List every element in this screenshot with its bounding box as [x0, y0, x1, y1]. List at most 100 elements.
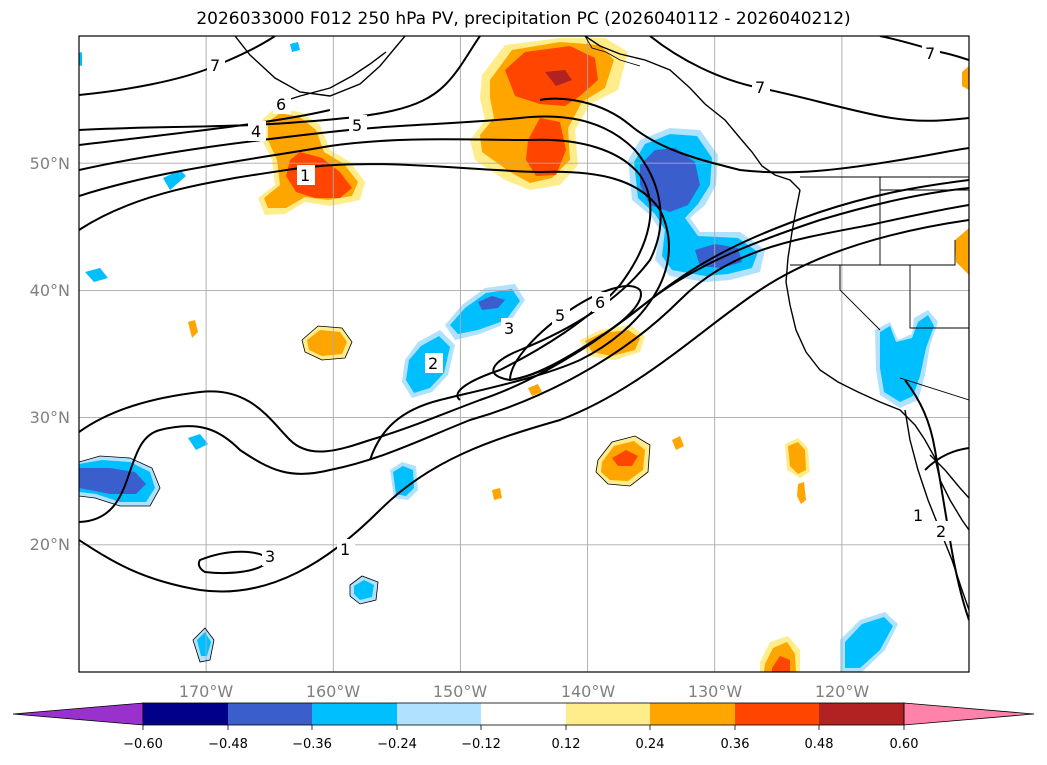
precip-outlines	[79, 325, 651, 663]
border-state	[790, 240, 956, 266]
lon-tick-label: 170°W	[179, 682, 234, 701]
border-state	[839, 265, 881, 331]
pv-contour-7d	[649, 36, 969, 122]
pv-contour-7c	[79, 36, 276, 96]
precip-blob-small	[528, 384, 542, 396]
pv-label: 5	[555, 306, 565, 325]
precip-blob-small	[307, 330, 347, 356]
lon-tick-label: 140°W	[561, 682, 616, 701]
pv-label: 7	[925, 44, 935, 63]
pv-contour-east	[904, 379, 969, 621]
colorbar-segment	[397, 703, 481, 725]
precip-blob-small	[672, 436, 684, 450]
colorbar-label: −0.12	[461, 737, 501, 752]
coastline-baja	[904, 409, 969, 611]
pv-label: 6	[276, 95, 286, 114]
colorbar-segment	[312, 703, 397, 725]
colorbar-label: −0.24	[377, 737, 417, 752]
precip-blob-small	[612, 450, 638, 466]
precip-blob-small	[492, 488, 502, 500]
pv-label: 3	[265, 547, 275, 566]
colorbar-segment	[143, 703, 228, 725]
colorbar-label: 0.12	[552, 737, 581, 752]
precip-blob-negative-small	[79, 52, 82, 66]
lon-tick-label: 120°W	[815, 682, 870, 701]
pv-label: 1	[913, 506, 923, 525]
pv-label: 2	[428, 354, 438, 373]
pv-contour-8	[539, 97, 969, 174]
precip-blob-negative-small	[880, 315, 934, 402]
colorbar-frame	[142, 702, 905, 726]
pv-label: 4	[251, 122, 261, 141]
colorbar: −0.60 −0.48 −0.36 −0.24 −0.12 0.12 0.24 …	[12, 702, 1035, 752]
colorbar-label: −0.48	[208, 737, 248, 752]
precip-blob-negative-small	[197, 632, 211, 656]
lat-tick-label: 50°N	[30, 154, 70, 173]
pv-contour-2	[79, 204, 969, 523]
border-state	[909, 265, 969, 329]
pv-label: 7	[755, 78, 765, 97]
pv-contour-6	[79, 115, 969, 382]
lon-tick-label: 150°W	[433, 682, 488, 701]
colorbar-extend-high	[903, 702, 1035, 726]
precip-blob-negative-central	[393, 466, 414, 496]
pv-label: 7	[210, 56, 220, 75]
pv-label: 5	[352, 116, 362, 135]
pv-label: 3	[504, 319, 514, 338]
border-state	[879, 177, 969, 191]
pv-label: 1	[300, 166, 310, 185]
lat-tick-labels: 50°N 40°N 30°N 20°N	[30, 154, 70, 554]
pv-contour-5	[79, 138, 652, 401]
precip-blob-negative-small	[188, 434, 208, 450]
precip-blob-negative-nw	[640, 148, 700, 212]
colorbar-segment	[566, 703, 650, 725]
coastline-alaska	[234, 36, 406, 97]
precip-blob-small	[788, 442, 806, 474]
precip-blob-gulf-alaska	[526, 118, 566, 176]
precip-blob-gulf-alaska	[545, 70, 572, 86]
border-us-mexico	[899, 377, 969, 401]
colorbar-label: 0.60	[890, 737, 919, 752]
plot-frame	[78, 35, 970, 673]
pv-label: 1	[340, 540, 350, 559]
pv-label: 2	[936, 522, 946, 541]
precip-blob-negative-small	[845, 617, 893, 668]
border-alaska-canada	[584, 36, 641, 67]
precip-blob-small	[797, 482, 806, 504]
pv-contour-east2	[924, 447, 969, 471]
colorbar-label: 0.24	[636, 737, 665, 752]
pv-contour-inner	[508, 285, 642, 382]
precip-blob-negative-small	[163, 170, 186, 190]
lon-tick-labels: 170°W 160°W 150°W 140°W 130°W 120°W	[179, 682, 870, 701]
precip-blob-negative-central	[354, 580, 374, 600]
precip-blob-small	[955, 228, 969, 275]
pv-contour-1	[79, 219, 969, 593]
precip-blob-negative-central	[478, 296, 505, 310]
lon-tick-label: 160°W	[306, 682, 361, 701]
colorbar-label: 0.48	[805, 737, 834, 752]
coastline-gulf-alaska	[584, 36, 801, 191]
pv-contours	[79, 36, 969, 621]
precip-blob-small	[188, 320, 198, 338]
political-borders	[584, 36, 969, 401]
lat-tick-label: 40°N	[30, 281, 70, 300]
graticule	[79, 36, 969, 672]
map-title: 2026033000 F012 250 hPa PV, precipitatio…	[196, 9, 851, 29]
colorbar-segment	[819, 703, 904, 725]
precip-blob-small	[962, 66, 969, 90]
colorbar-label: −0.60	[123, 737, 163, 752]
colorbar-ticks	[142, 725, 905, 730]
lat-tick-label: 20°N	[30, 535, 70, 554]
lon-tick-label: 130°W	[688, 682, 743, 701]
colorbar-segment	[735, 703, 819, 725]
precip-blob-small	[772, 656, 790, 672]
pv-contour-7b	[79, 109, 331, 146]
precip-blob-negative-small	[290, 42, 300, 52]
colorbar-segment	[650, 703, 735, 725]
colorbar-segment	[481, 703, 566, 725]
pv-contour-labels: 7 7 7 6 6 5 5 4 3 2 1 1 1 2 3	[207, 43, 951, 566]
precip-blob-negative-small	[85, 268, 108, 282]
colorbar-segment	[228, 703, 312, 725]
coastline-alaska-peninsula	[274, 51, 387, 105]
